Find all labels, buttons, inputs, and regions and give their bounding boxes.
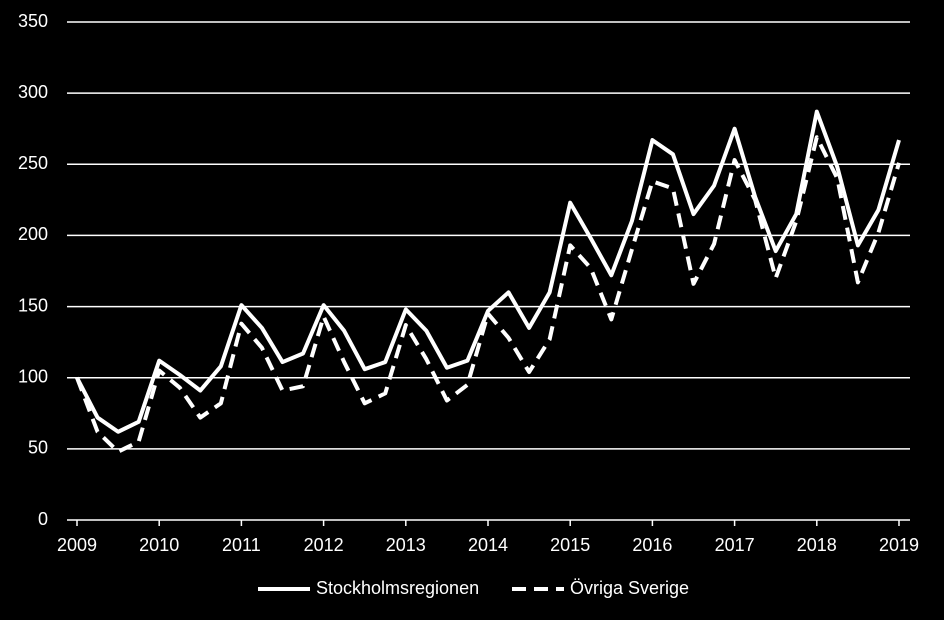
x-tick-label: 2015 — [550, 535, 590, 555]
x-tick-label: 2011 — [222, 535, 261, 555]
x-tick-label: 2016 — [632, 535, 672, 555]
y-tick-label: 150 — [18, 295, 48, 315]
y-tick-label: 100 — [18, 366, 48, 386]
y-tick-label: 350 — [18, 11, 48, 31]
x-tick-label: 2013 — [386, 535, 426, 555]
series-line — [75, 135, 901, 454]
legend-label: Övriga Sverige — [570, 578, 689, 598]
y-tick-label: 300 — [18, 82, 48, 102]
x-tick-label: 2010 — [139, 535, 179, 555]
series-line — [75, 109, 901, 434]
x-tick-label: 2018 — [797, 535, 837, 555]
x-tick-label: 2012 — [304, 535, 344, 555]
x-tick-label: 2017 — [715, 535, 755, 555]
legend-label: Stockholmsregionen — [316, 578, 479, 598]
y-tick-label: 200 — [18, 224, 48, 244]
x-tick-label: 2014 — [468, 535, 508, 555]
x-tick-label: 2019 — [879, 535, 919, 555]
y-tick-label: 0 — [38, 509, 48, 529]
x-tick-label: 2009 — [57, 535, 97, 555]
y-tick-label: 50 — [28, 438, 48, 458]
y-tick-label: 250 — [18, 153, 48, 173]
